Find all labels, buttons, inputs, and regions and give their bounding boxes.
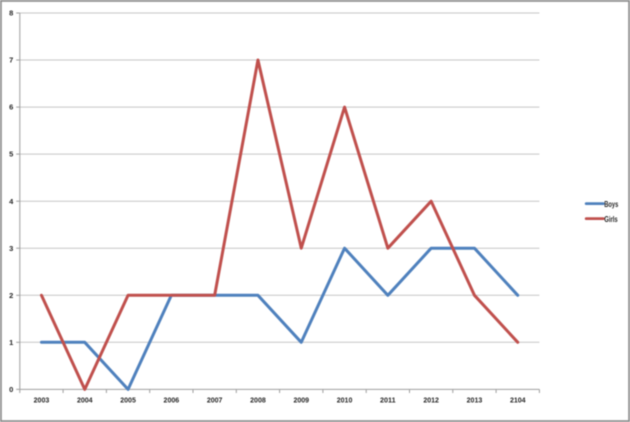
svg-text:Boys: Boys	[604, 200, 618, 209]
svg-text:7: 7	[9, 56, 13, 65]
svg-text:2013: 2013	[467, 396, 483, 405]
svg-text:2008: 2008	[250, 396, 266, 405]
svg-text:2006: 2006	[164, 396, 180, 405]
svg-text:5: 5	[9, 150, 13, 159]
svg-text:2004: 2004	[77, 396, 93, 405]
svg-text:2003: 2003	[34, 396, 50, 405]
svg-text:8: 8	[9, 9, 13, 18]
svg-text:6: 6	[9, 103, 13, 112]
svg-text:4: 4	[9, 197, 14, 206]
svg-text:Girls: Girls	[604, 215, 618, 224]
svg-text:2: 2	[9, 291, 13, 300]
svg-text:1: 1	[9, 338, 13, 347]
svg-text:2011: 2011	[380, 396, 396, 405]
svg-text:2007: 2007	[207, 396, 223, 405]
svg-text:2005: 2005	[120, 396, 136, 405]
svg-text:3: 3	[9, 244, 13, 253]
svg-text:0: 0	[9, 385, 13, 394]
svg-text:2009: 2009	[293, 396, 309, 405]
svg-text:2012: 2012	[423, 396, 439, 405]
svg-text:2104: 2104	[510, 396, 526, 405]
svg-text:2010: 2010	[337, 396, 353, 405]
